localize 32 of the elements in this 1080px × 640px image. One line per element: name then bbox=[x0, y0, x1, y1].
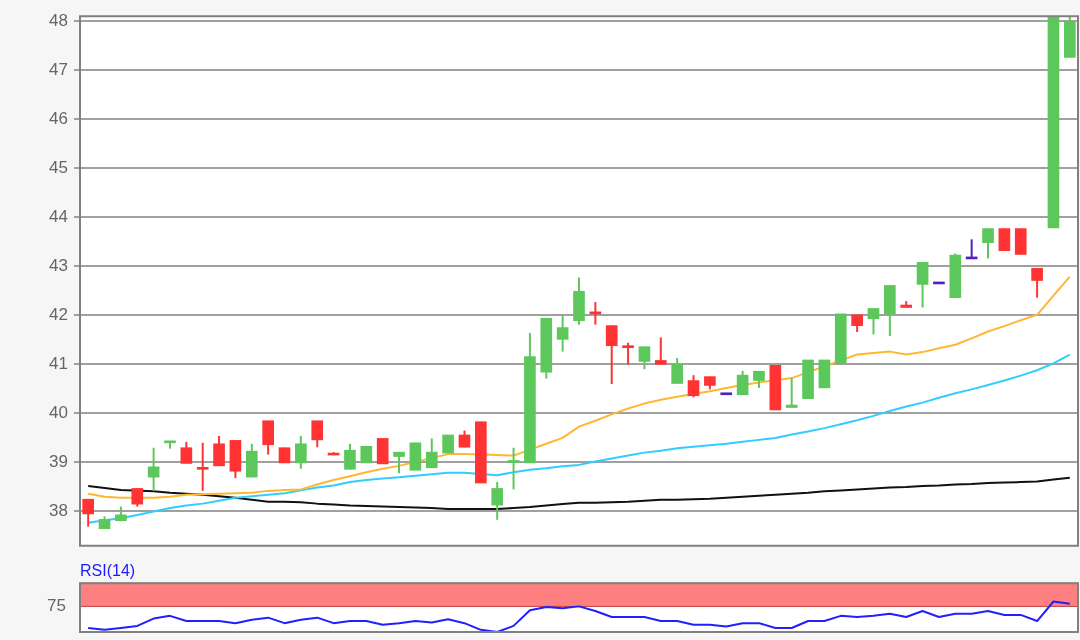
candlestick bbox=[376, 438, 389, 465]
candlestick bbox=[769, 365, 782, 411]
candlestick bbox=[834, 313, 847, 364]
candlestick bbox=[818, 359, 831, 389]
y-tick-label: 43 bbox=[49, 255, 68, 275]
candlestick bbox=[442, 434, 454, 454]
y-tick-label: 41 bbox=[49, 354, 68, 374]
candlestick bbox=[327, 452, 340, 456]
candlestick bbox=[1014, 228, 1027, 255]
candlestick bbox=[196, 442, 209, 491]
y-tick-label: 44 bbox=[49, 206, 68, 226]
chart-title: RSI(14) bbox=[80, 562, 136, 580]
candlestick bbox=[622, 342, 634, 365]
y-tick-label: 47 bbox=[49, 59, 68, 79]
candlestick bbox=[1047, 16, 1060, 229]
candlestick bbox=[164, 440, 176, 449]
y-tick-label: 40 bbox=[49, 403, 68, 423]
y-tick-label: 42 bbox=[49, 305, 68, 325]
candlestick bbox=[278, 447, 291, 464]
y-tick-label: 45 bbox=[49, 157, 68, 177]
candlestick bbox=[360, 445, 373, 464]
y-tick-label: 38 bbox=[49, 501, 68, 521]
candlestick bbox=[475, 421, 487, 484]
y-tick-label: 39 bbox=[49, 452, 68, 472]
candlestick bbox=[654, 337, 667, 365]
band-label: 75 bbox=[47, 596, 66, 616]
candlestick bbox=[802, 359, 814, 400]
y-tick-label: 46 bbox=[49, 108, 68, 128]
y-tick-label: 48 bbox=[49, 10, 68, 30]
candlestick bbox=[704, 376, 716, 390]
candlestick bbox=[409, 442, 422, 471]
candlestick bbox=[998, 228, 1011, 251]
